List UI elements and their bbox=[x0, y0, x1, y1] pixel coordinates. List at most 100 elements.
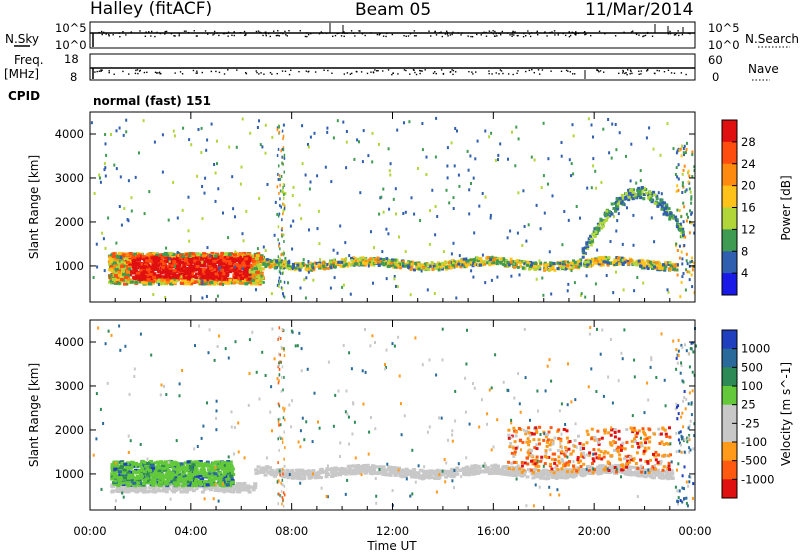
nsearch-point bbox=[590, 34, 592, 37]
power-band-cell bbox=[673, 264, 677, 268]
power-band-cell bbox=[523, 267, 527, 270]
power-echo-cell bbox=[211, 257, 216, 261]
power-echo-cell bbox=[189, 282, 194, 286]
power-band-cell bbox=[386, 265, 390, 269]
power-band-cell bbox=[479, 263, 482, 267]
power-echo-cell bbox=[185, 261, 190, 265]
power-scatter-cell bbox=[626, 206, 628, 210]
velocity-ground-cell bbox=[656, 468, 661, 472]
velocity-ground-cell bbox=[311, 474, 316, 478]
nsearch-point bbox=[642, 35, 644, 38]
power-arc-cell bbox=[620, 199, 624, 203]
nave-point bbox=[346, 72, 349, 74]
power-streak-cell bbox=[281, 161, 283, 165]
power-band-cell bbox=[269, 265, 273, 268]
power-band-cell bbox=[417, 262, 421, 266]
nave-point bbox=[139, 69, 142, 72]
power-band-cell bbox=[333, 262, 336, 266]
power-band-cell bbox=[669, 264, 673, 268]
power-band-cell bbox=[465, 263, 468, 267]
power-scatter-cell bbox=[676, 175, 679, 179]
power-scatter-cell bbox=[105, 153, 108, 157]
power-scatter-cell bbox=[370, 230, 372, 234]
power-echo-cell bbox=[178, 257, 183, 260]
velocity-ground-cell bbox=[418, 475, 423, 479]
power-band-cell bbox=[463, 262, 467, 266]
velocity-ground-cell bbox=[424, 474, 429, 477]
power-band-cell bbox=[263, 258, 267, 262]
nave-point bbox=[472, 73, 474, 75]
velocity-ground-cell bbox=[256, 469, 261, 473]
velocity-ground-cell bbox=[202, 487, 207, 491]
power-scatter-cell bbox=[458, 184, 461, 188]
nsearch-point bbox=[506, 32, 509, 34]
power-scatter-cell bbox=[318, 242, 321, 246]
power-scatter-cell bbox=[452, 207, 455, 210]
nsearch-point bbox=[523, 32, 525, 35]
power-scatter-cell bbox=[278, 270, 281, 274]
power-scatter-cell bbox=[652, 147, 655, 151]
power-band-cell bbox=[666, 261, 670, 265]
nsearch-point bbox=[165, 30, 168, 33]
power-band-cell bbox=[382, 263, 386, 267]
power-arc-cell bbox=[667, 207, 671, 211]
nsearch-point bbox=[206, 33, 209, 35]
velocity-ground-cell bbox=[427, 476, 432, 480]
power-echo-cell bbox=[118, 251, 123, 255]
nsearch-point bbox=[265, 34, 267, 37]
power-arc-cell bbox=[581, 255, 585, 259]
power-band-cell bbox=[294, 262, 298, 266]
nsearch-point bbox=[144, 35, 147, 38]
power-edge-cell bbox=[675, 166, 678, 169]
nsearch-point bbox=[689, 32, 691, 35]
power-band-cell bbox=[646, 262, 650, 266]
power-echo-cell bbox=[227, 259, 232, 263]
nsearch-point bbox=[145, 31, 147, 33]
power-scatter-cell bbox=[367, 264, 370, 268]
power-echo-cell bbox=[126, 270, 131, 274]
velocity-ground-cell bbox=[366, 467, 371, 471]
nave-point bbox=[366, 72, 369, 75]
velocity-ground-cell bbox=[159, 489, 163, 493]
power-scatter-cell bbox=[332, 136, 335, 140]
power-band-cell bbox=[359, 261, 363, 265]
power-streak-cell bbox=[276, 128, 279, 132]
power-scatter-cell bbox=[380, 195, 383, 199]
power-band-cell bbox=[527, 267, 531, 271]
nave-point bbox=[572, 73, 574, 75]
power-echo-cell bbox=[199, 273, 203, 277]
power-arc-cell bbox=[608, 214, 612, 218]
power-echo-cell bbox=[147, 270, 152, 273]
power-scatter-cell bbox=[319, 258, 322, 262]
power-echo-cell bbox=[218, 262, 223, 266]
power-streak-cell bbox=[277, 238, 279, 242]
power-arc-cell bbox=[615, 197, 619, 201]
power-echo-cell bbox=[168, 261, 173, 265]
power-echo-cell bbox=[239, 255, 244, 259]
velocity-ground-cell bbox=[346, 464, 351, 468]
power-echo-cell bbox=[109, 264, 114, 268]
nave-point bbox=[409, 73, 411, 75]
power-arc-cell bbox=[653, 201, 657, 205]
power-echo-cell bbox=[190, 274, 195, 278]
nave-point bbox=[626, 69, 629, 71]
power-edge-cell bbox=[691, 260, 693, 263]
power-arc-cell bbox=[646, 193, 650, 197]
velocity-ground-cell bbox=[338, 473, 342, 477]
nsearch-point bbox=[178, 34, 180, 37]
power-scatter-cell bbox=[523, 262, 526, 266]
nsearch-point bbox=[407, 35, 410, 37]
power-scatter-cell bbox=[452, 241, 455, 245]
nave-point bbox=[541, 69, 544, 71]
power-band-cell bbox=[406, 264, 410, 268]
power-scatter-cell bbox=[344, 241, 347, 245]
nave-point bbox=[516, 72, 518, 75]
power-echo-cell bbox=[127, 264, 132, 268]
power-edge-cell bbox=[676, 184, 679, 188]
power-band-cell bbox=[502, 262, 505, 266]
power-band-cell bbox=[627, 261, 631, 265]
power-echo-cell bbox=[200, 270, 205, 274]
velocity-ground-cell bbox=[218, 488, 223, 492]
power-scatter-cell bbox=[600, 180, 603, 184]
